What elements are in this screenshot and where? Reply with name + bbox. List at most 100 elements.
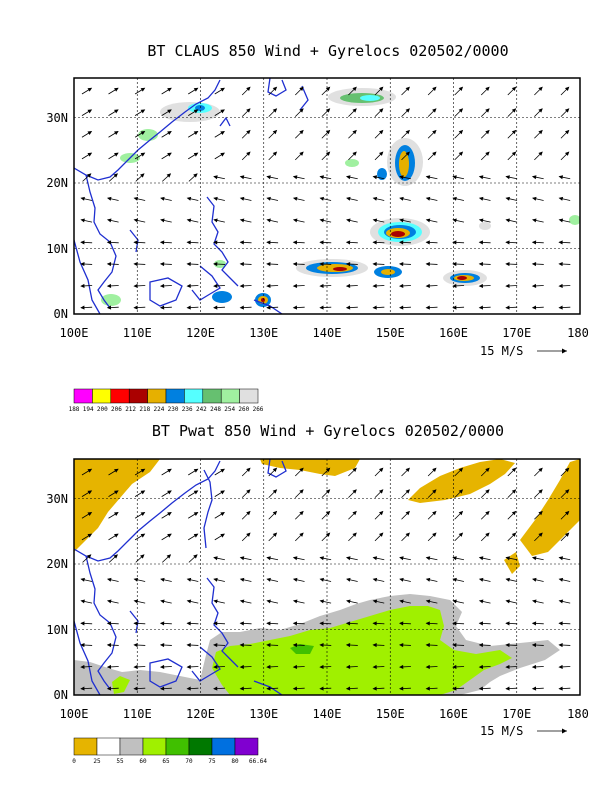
arrowhead-icon: [299, 510, 304, 516]
arrowhead-icon: [452, 556, 457, 561]
arrowhead-icon: [292, 577, 298, 582]
arrowhead-icon: [186, 283, 191, 288]
arrowhead-icon: [485, 129, 490, 135]
arrowhead-icon: [345, 643, 351, 648]
arrowhead-icon: [319, 283, 324, 288]
arrowhead-icon: [80, 686, 85, 691]
arrowhead-icon: [80, 643, 85, 648]
colorbar-label: 236: [182, 406, 193, 413]
colorbar-label: 25: [93, 758, 101, 765]
arrowhead-icon: [319, 262, 324, 267]
vector-scale-label: 15 M/S: [480, 724, 523, 738]
arrowhead-icon: [86, 173, 92, 178]
arrowhead-icon: [292, 643, 298, 648]
arrowhead-icon: [405, 532, 410, 537]
arrowhead-icon: [292, 621, 298, 626]
arrowhead-icon: [292, 283, 298, 288]
arrowhead-icon: [538, 86, 543, 91]
colorbar-label: 188: [69, 406, 80, 413]
arrowhead-icon: [266, 577, 271, 582]
arrowhead-icon: [425, 196, 431, 201]
pwat-shading: [74, 459, 580, 695]
arrowhead-icon: [452, 686, 457, 691]
panel-claus: BT CLAUS 850 Wind + Gyrelocs 020502/0000: [46, 42, 589, 413]
arrowhead-icon: [399, 175, 404, 180]
arrowhead-icon: [299, 108, 304, 113]
arrowhead-icon: [193, 533, 199, 538]
arrowhead-icon: [266, 240, 271, 245]
colorbar-swatch: [142, 737, 167, 756]
arrowhead-icon: [113, 554, 118, 559]
arrowhead-icon: [106, 577, 112, 582]
arrowhead-icon: [352, 129, 357, 135]
arrowhead-icon: [562, 728, 567, 734]
arrowhead-icon: [538, 108, 543, 113]
arrowhead-icon: [485, 151, 490, 156]
arrowhead-icon: [505, 664, 510, 669]
colorbar-label: 248: [210, 406, 221, 413]
arrowhead-icon: [106, 283, 112, 288]
arrowhead-icon: [186, 643, 191, 648]
map-area: [74, 459, 580, 695]
arrowhead-icon: [266, 218, 271, 223]
arrowhead-icon: [114, 490, 119, 495]
arrowhead-icon: [399, 599, 404, 604]
colorbar-swatch: [165, 737, 190, 756]
arrowhead-icon: [213, 240, 218, 245]
arrowhead-icon: [186, 240, 191, 245]
arrowhead-icon: [106, 686, 112, 691]
arrowhead-icon: [538, 532, 543, 537]
lon-label: 150E: [376, 326, 405, 340]
arrowhead-icon: [458, 129, 464, 135]
arrowhead-icon: [246, 489, 251, 494]
arrowhead-icon: [452, 664, 457, 669]
arrowhead-icon: [352, 108, 357, 113]
arrowhead-icon: [505, 577, 510, 582]
arrowhead-icon: [511, 129, 517, 135]
colorbar-swatch: [188, 737, 213, 756]
arrowhead-icon: [292, 262, 298, 267]
arrowhead-icon: [452, 621, 457, 626]
arrowhead-icon: [266, 283, 271, 288]
arrowhead-icon: [372, 621, 377, 626]
arrowhead-icon: [478, 305, 484, 310]
arrowhead-icon: [193, 490, 199, 495]
arrowhead-icon: [292, 556, 298, 561]
arrowhead-icon: [140, 87, 146, 92]
arrowhead-icon: [133, 686, 138, 691]
arrowhead-icon: [239, 599, 245, 604]
arrowhead-icon: [531, 240, 537, 245]
wind-vectors: [80, 467, 571, 691]
arrowhead-icon: [80, 218, 85, 223]
arrowhead-icon: [452, 599, 457, 604]
arrowhead-icon: [167, 468, 172, 473]
arrowhead-icon: [133, 283, 138, 288]
arrowhead-icon: [193, 512, 199, 516]
arrowhead-icon: [531, 599, 537, 604]
colorbar-swatch: [239, 388, 259, 404]
arrowhead-icon: [193, 554, 198, 559]
panel-title: BT Pwat 850 Wind + Gyrelocs 020502/0000: [152, 422, 504, 440]
arrowhead-icon: [106, 196, 112, 201]
arrowhead-icon: [458, 108, 464, 113]
arrowhead-icon: [133, 305, 138, 310]
arrowhead-icon: [378, 510, 384, 516]
arrowhead-icon: [511, 510, 517, 516]
arrowhead-icon: [531, 577, 537, 582]
arrowhead-icon: [220, 87, 225, 92]
arrowhead-icon: [425, 262, 430, 267]
arrowhead-icon: [399, 240, 404, 245]
arrowhead-icon: [220, 468, 225, 473]
arrowhead-icon: [140, 533, 146, 538]
arrowhead-icon: [458, 151, 464, 156]
arrowhead-icon: [106, 643, 112, 648]
arrowhead-icon: [458, 532, 464, 537]
arrowhead-icon: [452, 283, 457, 288]
arrowhead-icon: [114, 131, 119, 135]
colorbar-swatch: [110, 388, 130, 404]
arrowhead-icon: [346, 577, 351, 582]
arrowhead-icon: [425, 643, 430, 648]
arrowhead-icon: [272, 129, 278, 135]
arrowhead-icon: [87, 109, 93, 114]
arrowhead-icon: [319, 218, 325, 223]
